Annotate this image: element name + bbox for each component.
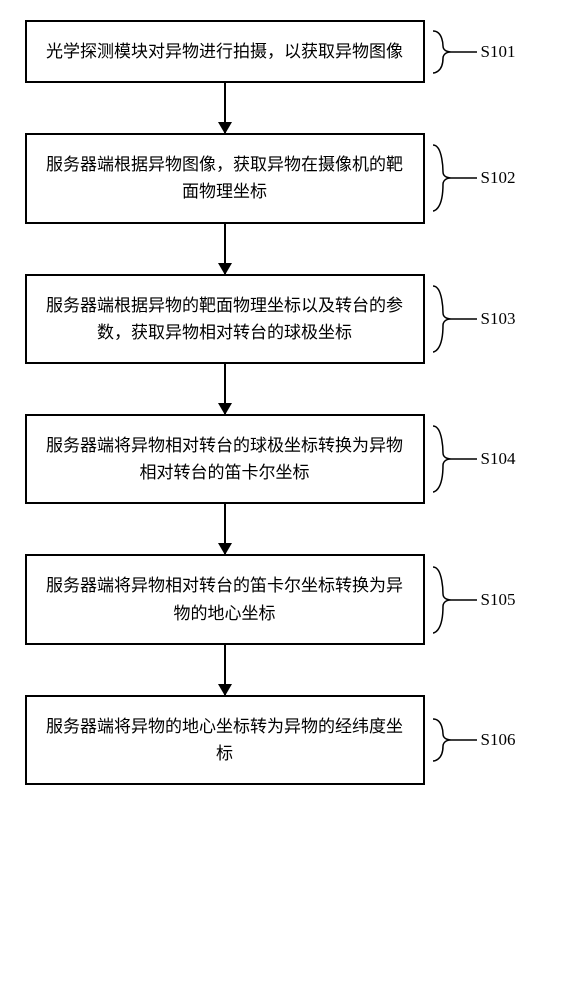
step-label: S105 <box>481 590 516 610</box>
step-label-wrap: S104 <box>431 424 516 494</box>
flow-arrow <box>25 224 545 274</box>
flow-arrow <box>25 504 545 554</box>
flow-step-box: 服务器端将异物的地心坐标转为异物的经纬度坐标 <box>25 695 425 785</box>
brace-icon <box>431 29 477 75</box>
flow-step-row: 光学探测模块对异物进行拍摄，以获取异物图像 S101 <box>25 20 545 83</box>
step-label: S101 <box>481 42 516 62</box>
flow-arrow <box>25 645 545 695</box>
brace-icon <box>431 565 477 635</box>
flow-step-box: 服务器端将异物相对转台的球极坐标转换为异物相对转台的笛卡尔坐标 <box>25 414 425 504</box>
brace-icon <box>431 424 477 494</box>
step-label: S106 <box>481 730 516 750</box>
flow-step-row: 服务器端将异物相对转台的球极坐标转换为异物相对转台的笛卡尔坐标 S104 <box>25 414 545 504</box>
flow-arrow <box>25 83 545 133</box>
step-label-wrap: S105 <box>431 565 516 635</box>
step-label: S104 <box>481 449 516 469</box>
flow-step-box: 服务器端将异物相对转台的笛卡尔坐标转换为异物的地心坐标 <box>25 554 425 644</box>
brace-icon <box>431 284 477 354</box>
flow-step-box: 服务器端根据异物的靶面物理坐标以及转台的参数，获取异物相对转台的球极坐标 <box>25 274 425 364</box>
step-label-wrap: S101 <box>431 29 516 75</box>
flow-step-row: 服务器端将异物的地心坐标转为异物的经纬度坐标 S106 <box>25 695 545 785</box>
flow-step-row: 服务器端将异物相对转台的笛卡尔坐标转换为异物的地心坐标 S105 <box>25 554 545 644</box>
step-label-wrap: S106 <box>431 717 516 763</box>
flow-step-row: 服务器端根据异物的靶面物理坐标以及转台的参数，获取异物相对转台的球极坐标 S103 <box>25 274 545 364</box>
flow-step-box: 光学探测模块对异物进行拍摄，以获取异物图像 <box>25 20 425 83</box>
flowchart: 光学探测模块对异物进行拍摄，以获取异物图像 S101 服务器端根据异物图像，获取异物… <box>25 20 545 785</box>
step-label-wrap: S102 <box>431 143 516 213</box>
brace-icon <box>431 143 477 213</box>
flow-arrow <box>25 364 545 414</box>
flow-step-row: 服务器端根据异物图像，获取异物在摄像机的靶面物理坐标 S102 <box>25 133 545 223</box>
step-label-wrap: S103 <box>431 284 516 354</box>
flow-step-box: 服务器端根据异物图像，获取异物在摄像机的靶面物理坐标 <box>25 133 425 223</box>
step-label: S103 <box>481 309 516 329</box>
brace-icon <box>431 717 477 763</box>
step-label: S102 <box>481 168 516 188</box>
